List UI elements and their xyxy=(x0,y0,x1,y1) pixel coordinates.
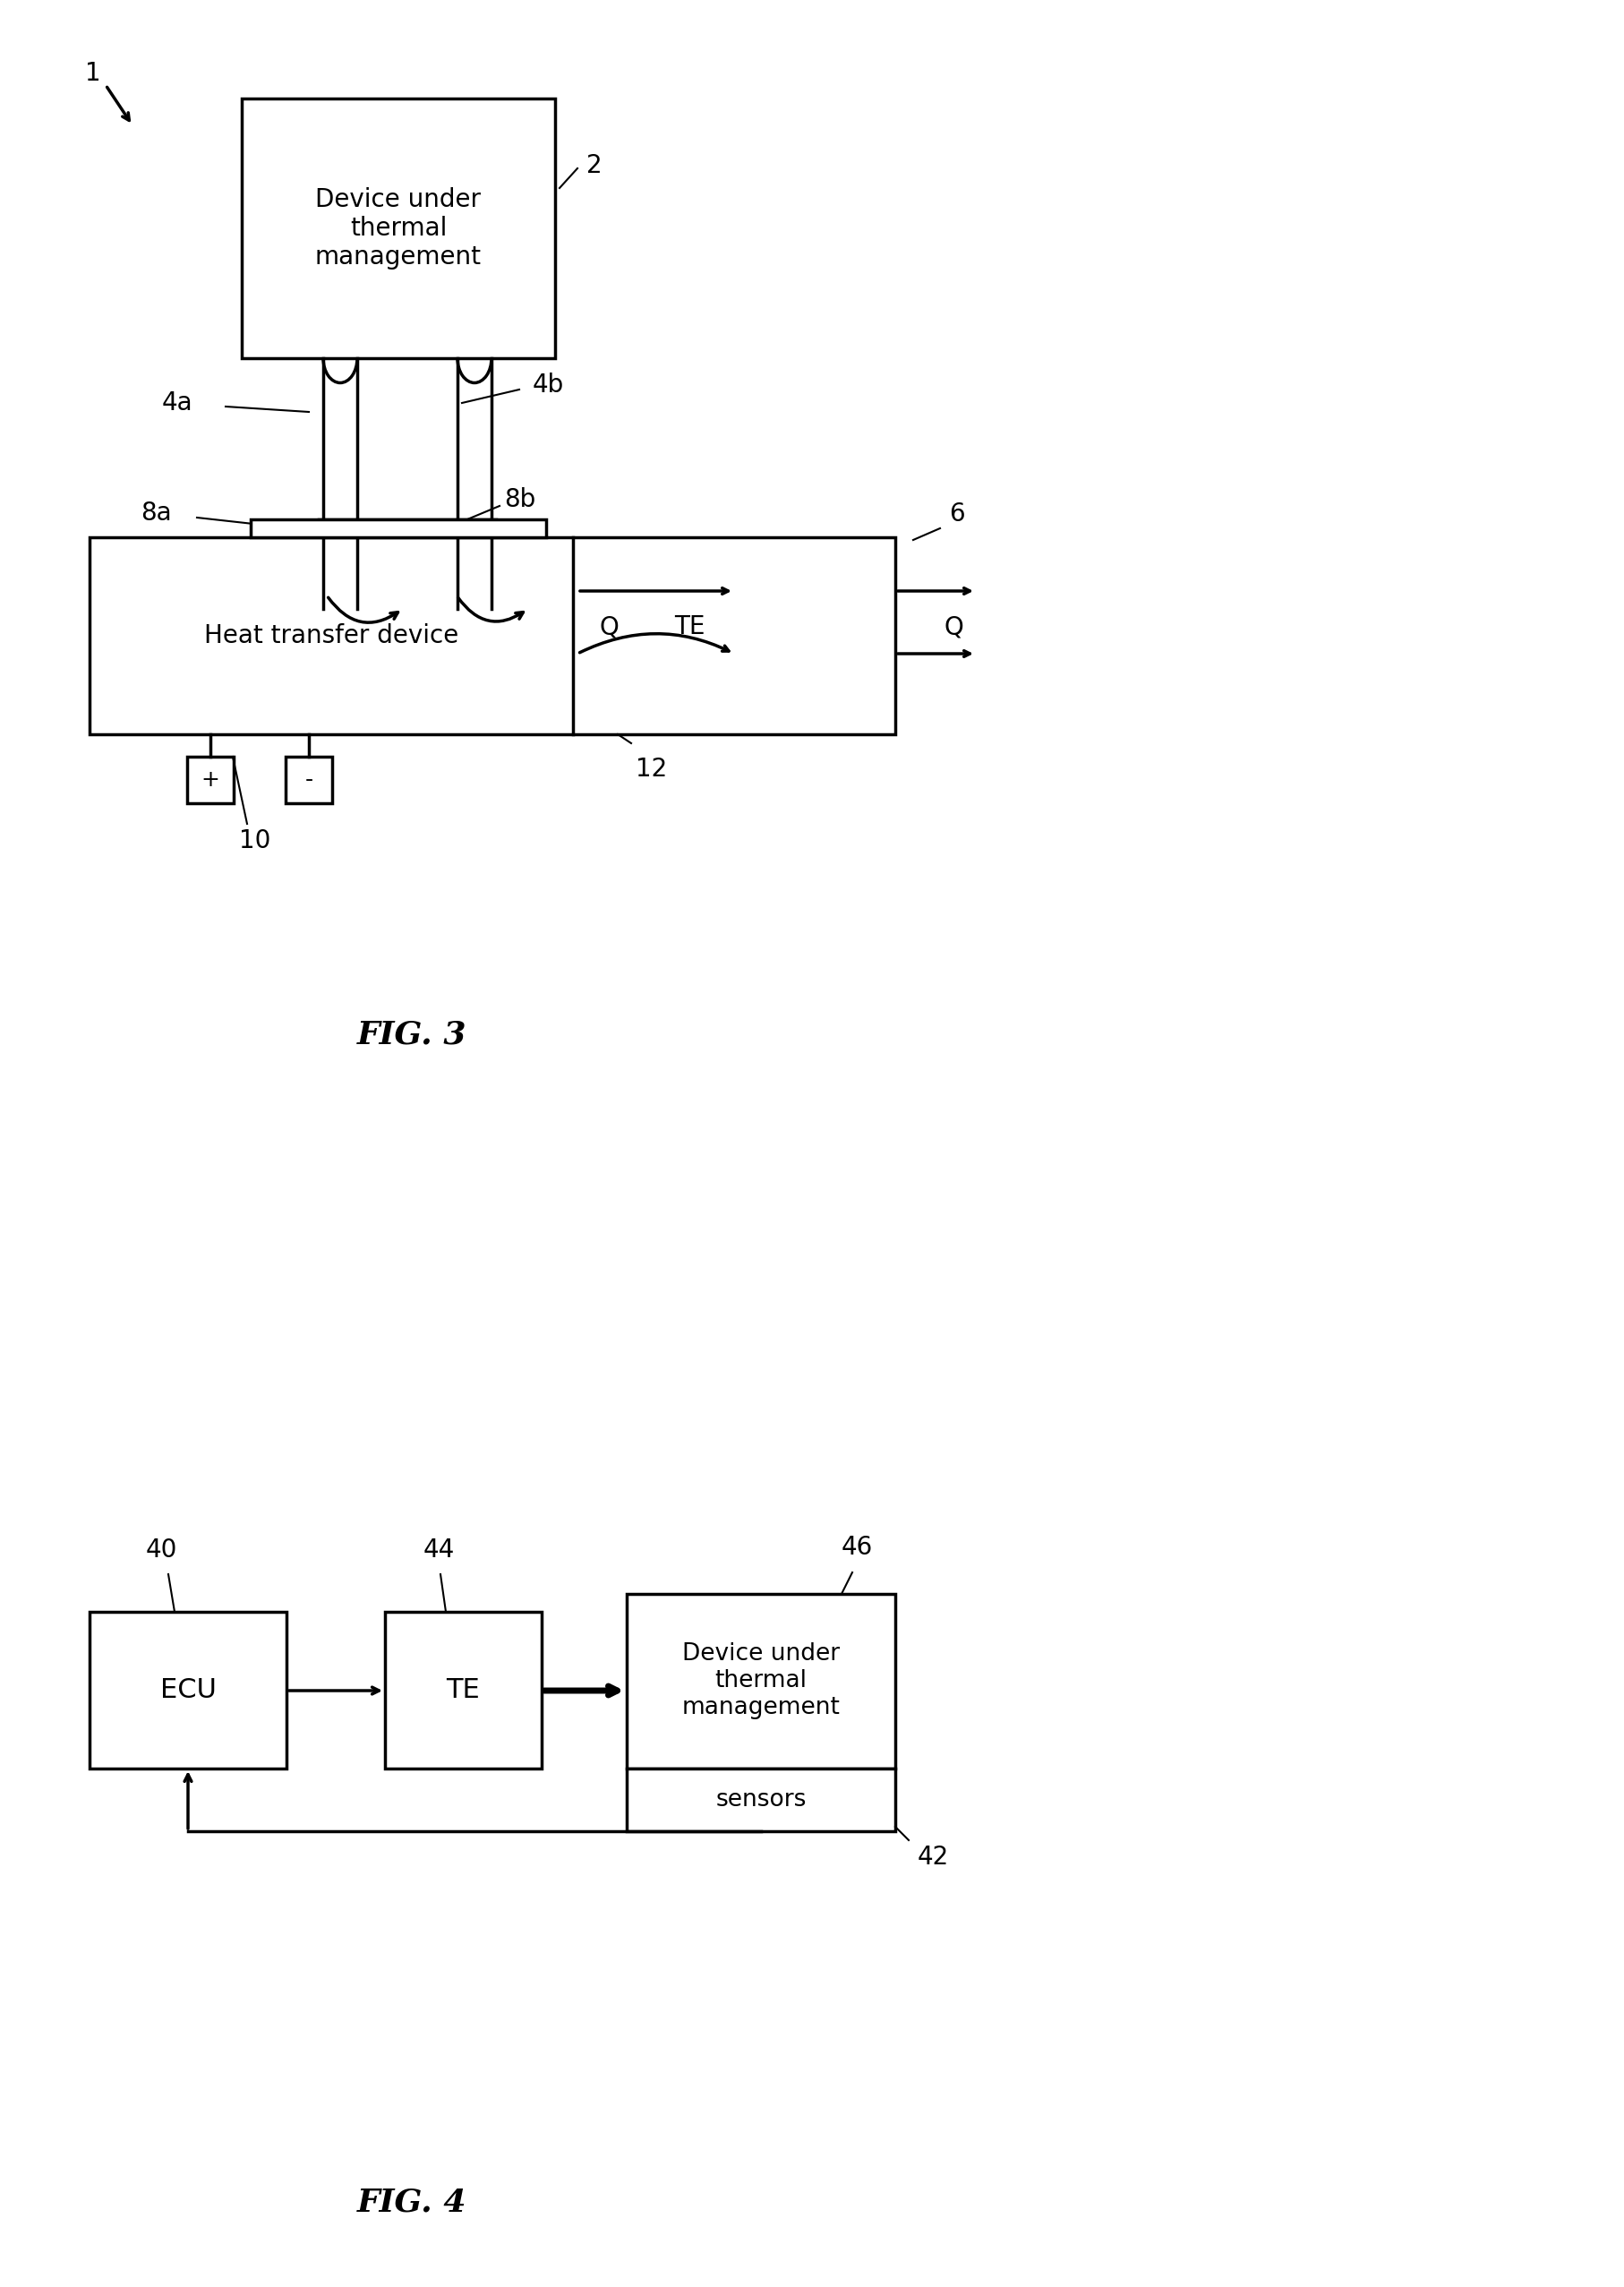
Text: 4b: 4b xyxy=(533,373,564,398)
Text: +: + xyxy=(201,768,219,791)
Text: 46: 46 xyxy=(841,1535,874,1560)
Text: 4a: 4a xyxy=(161,391,193,416)
Text: FIG. 4: FIG. 4 xyxy=(357,2189,466,2218)
Bar xyxy=(250,519,546,537)
Text: 12: 12 xyxy=(635,757,667,782)
Text: TE: TE xyxy=(447,1676,481,1704)
Text: Heat transfer device: Heat transfer device xyxy=(205,624,458,647)
Text: 2: 2 xyxy=(586,153,603,178)
Text: 8a: 8a xyxy=(141,501,172,526)
Text: Q: Q xyxy=(944,615,963,640)
Text: ECU: ECU xyxy=(159,1676,216,1704)
Text: 8b: 8b xyxy=(503,487,536,512)
Bar xyxy=(89,1612,286,1768)
Text: Device under
thermal
management: Device under thermal management xyxy=(682,1642,840,1720)
Text: sensors: sensors xyxy=(716,1788,807,1811)
Text: FIG. 3: FIG. 3 xyxy=(357,1020,466,1050)
Text: -: - xyxy=(305,768,313,791)
Text: Q: Q xyxy=(599,615,619,640)
Text: 6: 6 xyxy=(948,501,965,526)
Bar xyxy=(89,537,895,734)
Bar xyxy=(627,1594,895,1768)
Text: 10: 10 xyxy=(239,828,271,853)
Bar xyxy=(286,757,333,803)
Text: Device under
thermal
management: Device under thermal management xyxy=(315,188,482,270)
Bar xyxy=(242,98,555,359)
Bar xyxy=(385,1612,542,1768)
Text: 1: 1 xyxy=(84,62,101,87)
Bar xyxy=(627,1768,895,1832)
Text: 44: 44 xyxy=(422,1537,455,1562)
Text: TE: TE xyxy=(674,615,705,640)
Text: 42: 42 xyxy=(918,1846,948,1871)
Text: 40: 40 xyxy=(145,1537,177,1562)
Bar xyxy=(187,757,234,803)
